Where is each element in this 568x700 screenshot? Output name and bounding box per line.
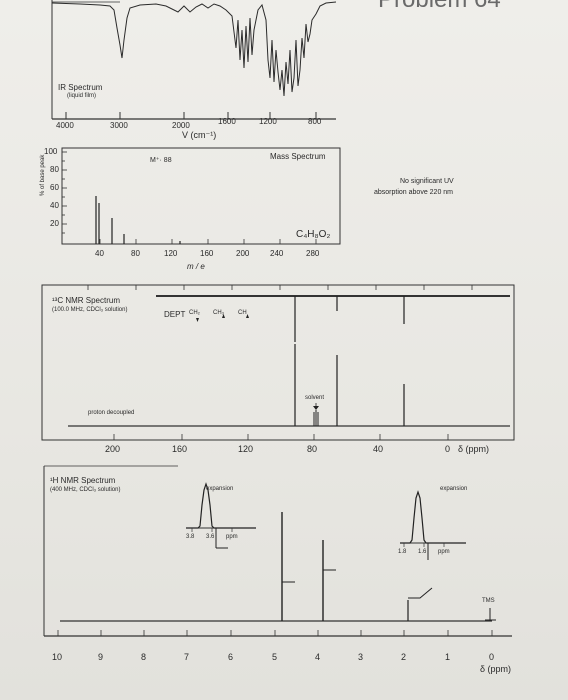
mass-x-label: m / e — [187, 262, 205, 271]
h1-tick-3: 3 — [358, 652, 364, 662]
ir-tick-800: 800 — [308, 117, 322, 126]
c13-tick-200: 200 — [105, 444, 121, 454]
mass-ytick-20: 20 — [50, 219, 59, 228]
ir-tick-4000: 4000 — [56, 121, 74, 130]
mass-xtick-40: 40 — [95, 249, 104, 258]
h1-tick-2: 2 — [401, 652, 407, 662]
ir-tick-1600: 1600 — [218, 117, 236, 126]
h1-exp2-tick-1.6: 1.6 — [418, 549, 427, 555]
ir-title: IR Spectrum — [58, 83, 103, 92]
ir-tick-1200: 1200 — [259, 117, 277, 126]
h1-exp1-unit: ppm — [226, 534, 238, 540]
c13-dept-ch2: CH₂ — [189, 310, 200, 316]
h1-tick-10: 10 — [52, 652, 63, 662]
h1-title: ¹H NMR Spectrum — [50, 476, 116, 485]
h1-tick-6: 6 — [228, 652, 234, 662]
mass-ytick-60: 60 — [50, 183, 59, 192]
c13-tick-0: 0 — [445, 444, 451, 454]
mass-molecular-ion: M⁺· 88 — [150, 157, 172, 164]
mass-xtick-280: 280 — [306, 249, 320, 258]
problem-label: Problem 64 — [378, 0, 501, 14]
h1-exp1-tick-3.6: 3.6 — [206, 534, 215, 540]
h1-tick-1: 1 — [445, 652, 451, 662]
mass-ytick-40: 40 — [50, 201, 59, 210]
h1-tick-0: 0 — [489, 652, 495, 662]
h1-tick-5: 5 — [272, 652, 278, 662]
mass-xtick-200: 200 — [236, 249, 250, 258]
mass-ytick-100: 100 — [44, 147, 58, 156]
c13-title: ¹³C NMR Spectrum — [52, 296, 121, 305]
h1-tick-9: 9 — [98, 652, 104, 662]
h1-exp1-tick-3.8: 3.8 — [186, 534, 195, 540]
ir-tick-2000: 2000 — [172, 121, 190, 130]
h1-expansion2-label: expansion — [440, 486, 468, 492]
mass-xtick-80: 80 — [131, 249, 140, 258]
ir-subtitle: (liquid film) — [67, 93, 97, 99]
c13-tick-40: 40 — [373, 444, 384, 454]
mass-xtick-240: 240 — [270, 249, 284, 258]
c13-tick-120: 120 — [238, 444, 254, 454]
h1-tms-label: TMS — [482, 598, 495, 604]
c13-tick-160: 160 — [172, 444, 188, 454]
ir-axis-label: V (cm⁻¹) — [182, 130, 217, 140]
mass-formula: C₄H₈O₂ — [296, 229, 331, 240]
c13-dept-ch3: CH₃ — [213, 310, 225, 316]
h1-subtitle: (400 MHz, CDCl₃ solution) — [50, 487, 121, 493]
h1-tick-4: 4 — [315, 652, 321, 662]
uv-note-line2: absorption above 220 nm — [374, 189, 453, 196]
h1-tick-7: 7 — [184, 652, 190, 662]
mass-xtick-120: 120 — [164, 249, 178, 258]
c13-dept-ch: CH — [238, 310, 247, 316]
h1-exp2-unit: ppm — [438, 549, 450, 555]
mass-title: Mass Spectrum — [270, 152, 326, 161]
c13-solvent-label: solvent — [305, 395, 325, 401]
h1-expansion1-label: expansion — [206, 486, 234, 492]
c13-proton-decoupled: proton decoupled — [88, 410, 135, 416]
c13-subtitle: (100.0 MHz, CDCl₃ solution) — [52, 307, 128, 313]
c13-axis-label: δ (ppm) — [458, 444, 490, 454]
h1-exp2-tick-1.8: 1.8 — [398, 549, 407, 555]
ir-tick-3000: 3000 — [110, 121, 128, 130]
c13-tick-80: 80 — [307, 444, 318, 454]
c13-dept-label: DEPT — [164, 310, 186, 319]
mass-xtick-160: 160 — [200, 249, 214, 258]
h1-tick-8: 8 — [141, 652, 147, 662]
mass-ytick-80: 80 — [50, 165, 59, 174]
h1-axis-label: δ (ppm) — [480, 664, 512, 674]
uv-note-line1: No significant UV — [400, 178, 454, 185]
